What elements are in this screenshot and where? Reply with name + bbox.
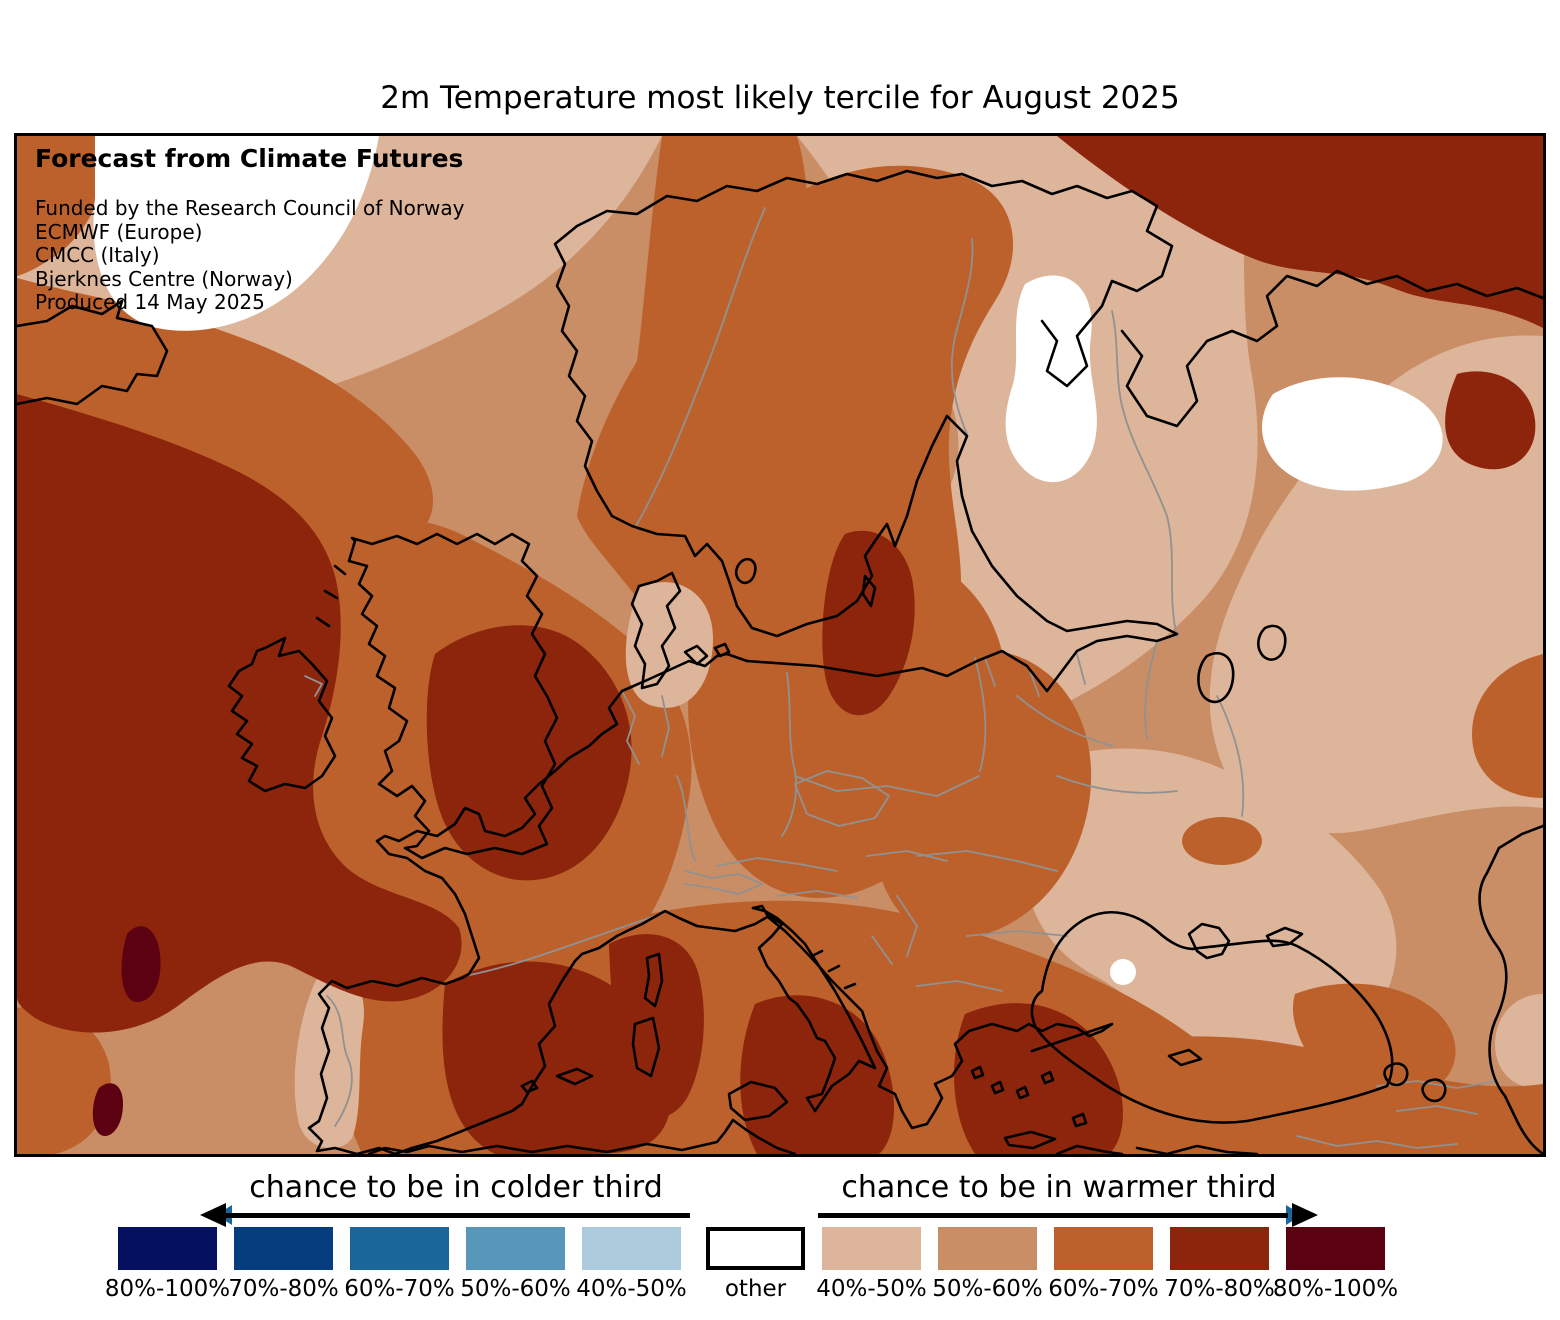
colder-bin-3-label: 50%-60%	[460, 1276, 571, 1302]
model-cmcc-line: CMCC (Italy)	[35, 243, 160, 267]
warmer-bin-0-swatch	[822, 1227, 921, 1270]
colder-bin-1-swatch	[234, 1227, 333, 1270]
warmer-bin-3-label: 70%-80%	[1164, 1276, 1275, 1302]
colder-bin-0-swatch	[118, 1227, 217, 1270]
warmer-bin-3-swatch	[1170, 1227, 1269, 1270]
coastlines	[17, 169, 1543, 1154]
warmer-arrow-icon	[818, 1203, 1318, 1227]
colder-arrow-icon	[200, 1203, 690, 1227]
warmer-bin-4-label: 80%-100%	[1272, 1276, 1399, 1302]
colder-bin-4-label: 40%-50%	[576, 1276, 687, 1302]
forecast-source-heading: Forecast from Climate Futures	[35, 144, 464, 173]
warmer-bin-2-swatch	[1054, 1227, 1153, 1270]
warmer-bin-0-label: 40%-50%	[816, 1276, 927, 1302]
map-annotation: Forecast from Climate Futures Funded by …	[35, 144, 465, 315]
produced-date-line: Produced 14 May 2025	[35, 290, 265, 314]
colder-bin-2-label: 60%-70%	[344, 1276, 455, 1302]
europe-probability-map	[17, 136, 1543, 1154]
colder-bin-4-swatch	[582, 1227, 681, 1270]
legend-title-colder: chance to be in colder third	[249, 1170, 663, 1205]
legend-title-warmer: chance to be in warmer third	[841, 1170, 1277, 1205]
warmer-bin-4-swatch	[1286, 1227, 1385, 1270]
colder-bin-2-swatch	[350, 1227, 449, 1270]
country-borders	[304, 207, 1498, 1149]
model-ecmwf-line: ECMWF (Europe)	[35, 219, 203, 244]
colder-bin-0-label: 80%-100%	[104, 1276, 231, 1302]
warmer-bin-1-swatch	[938, 1227, 1037, 1270]
colder-bin-3-swatch	[466, 1227, 565, 1270]
page-title: 2m Temperature most likely tercile for A…	[380, 80, 1180, 116]
warmer-bin-2-label: 60%-70%	[1048, 1276, 1159, 1302]
forecast-map: Forecast from Climate Futures Funded by …	[14, 133, 1546, 1157]
warmer-bin-1-label: 50%-60%	[932, 1276, 1043, 1302]
model-bjerknes-line: Bjerknes Centre (Norway)	[35, 266, 293, 291]
funding-line: Funded by the Research Council of Norway	[35, 196, 465, 220]
colder-bin-1-label: 70%-80%	[228, 1276, 339, 1302]
other-bin-label: other	[724, 1276, 787, 1302]
other-bin-swatch	[706, 1227, 805, 1270]
